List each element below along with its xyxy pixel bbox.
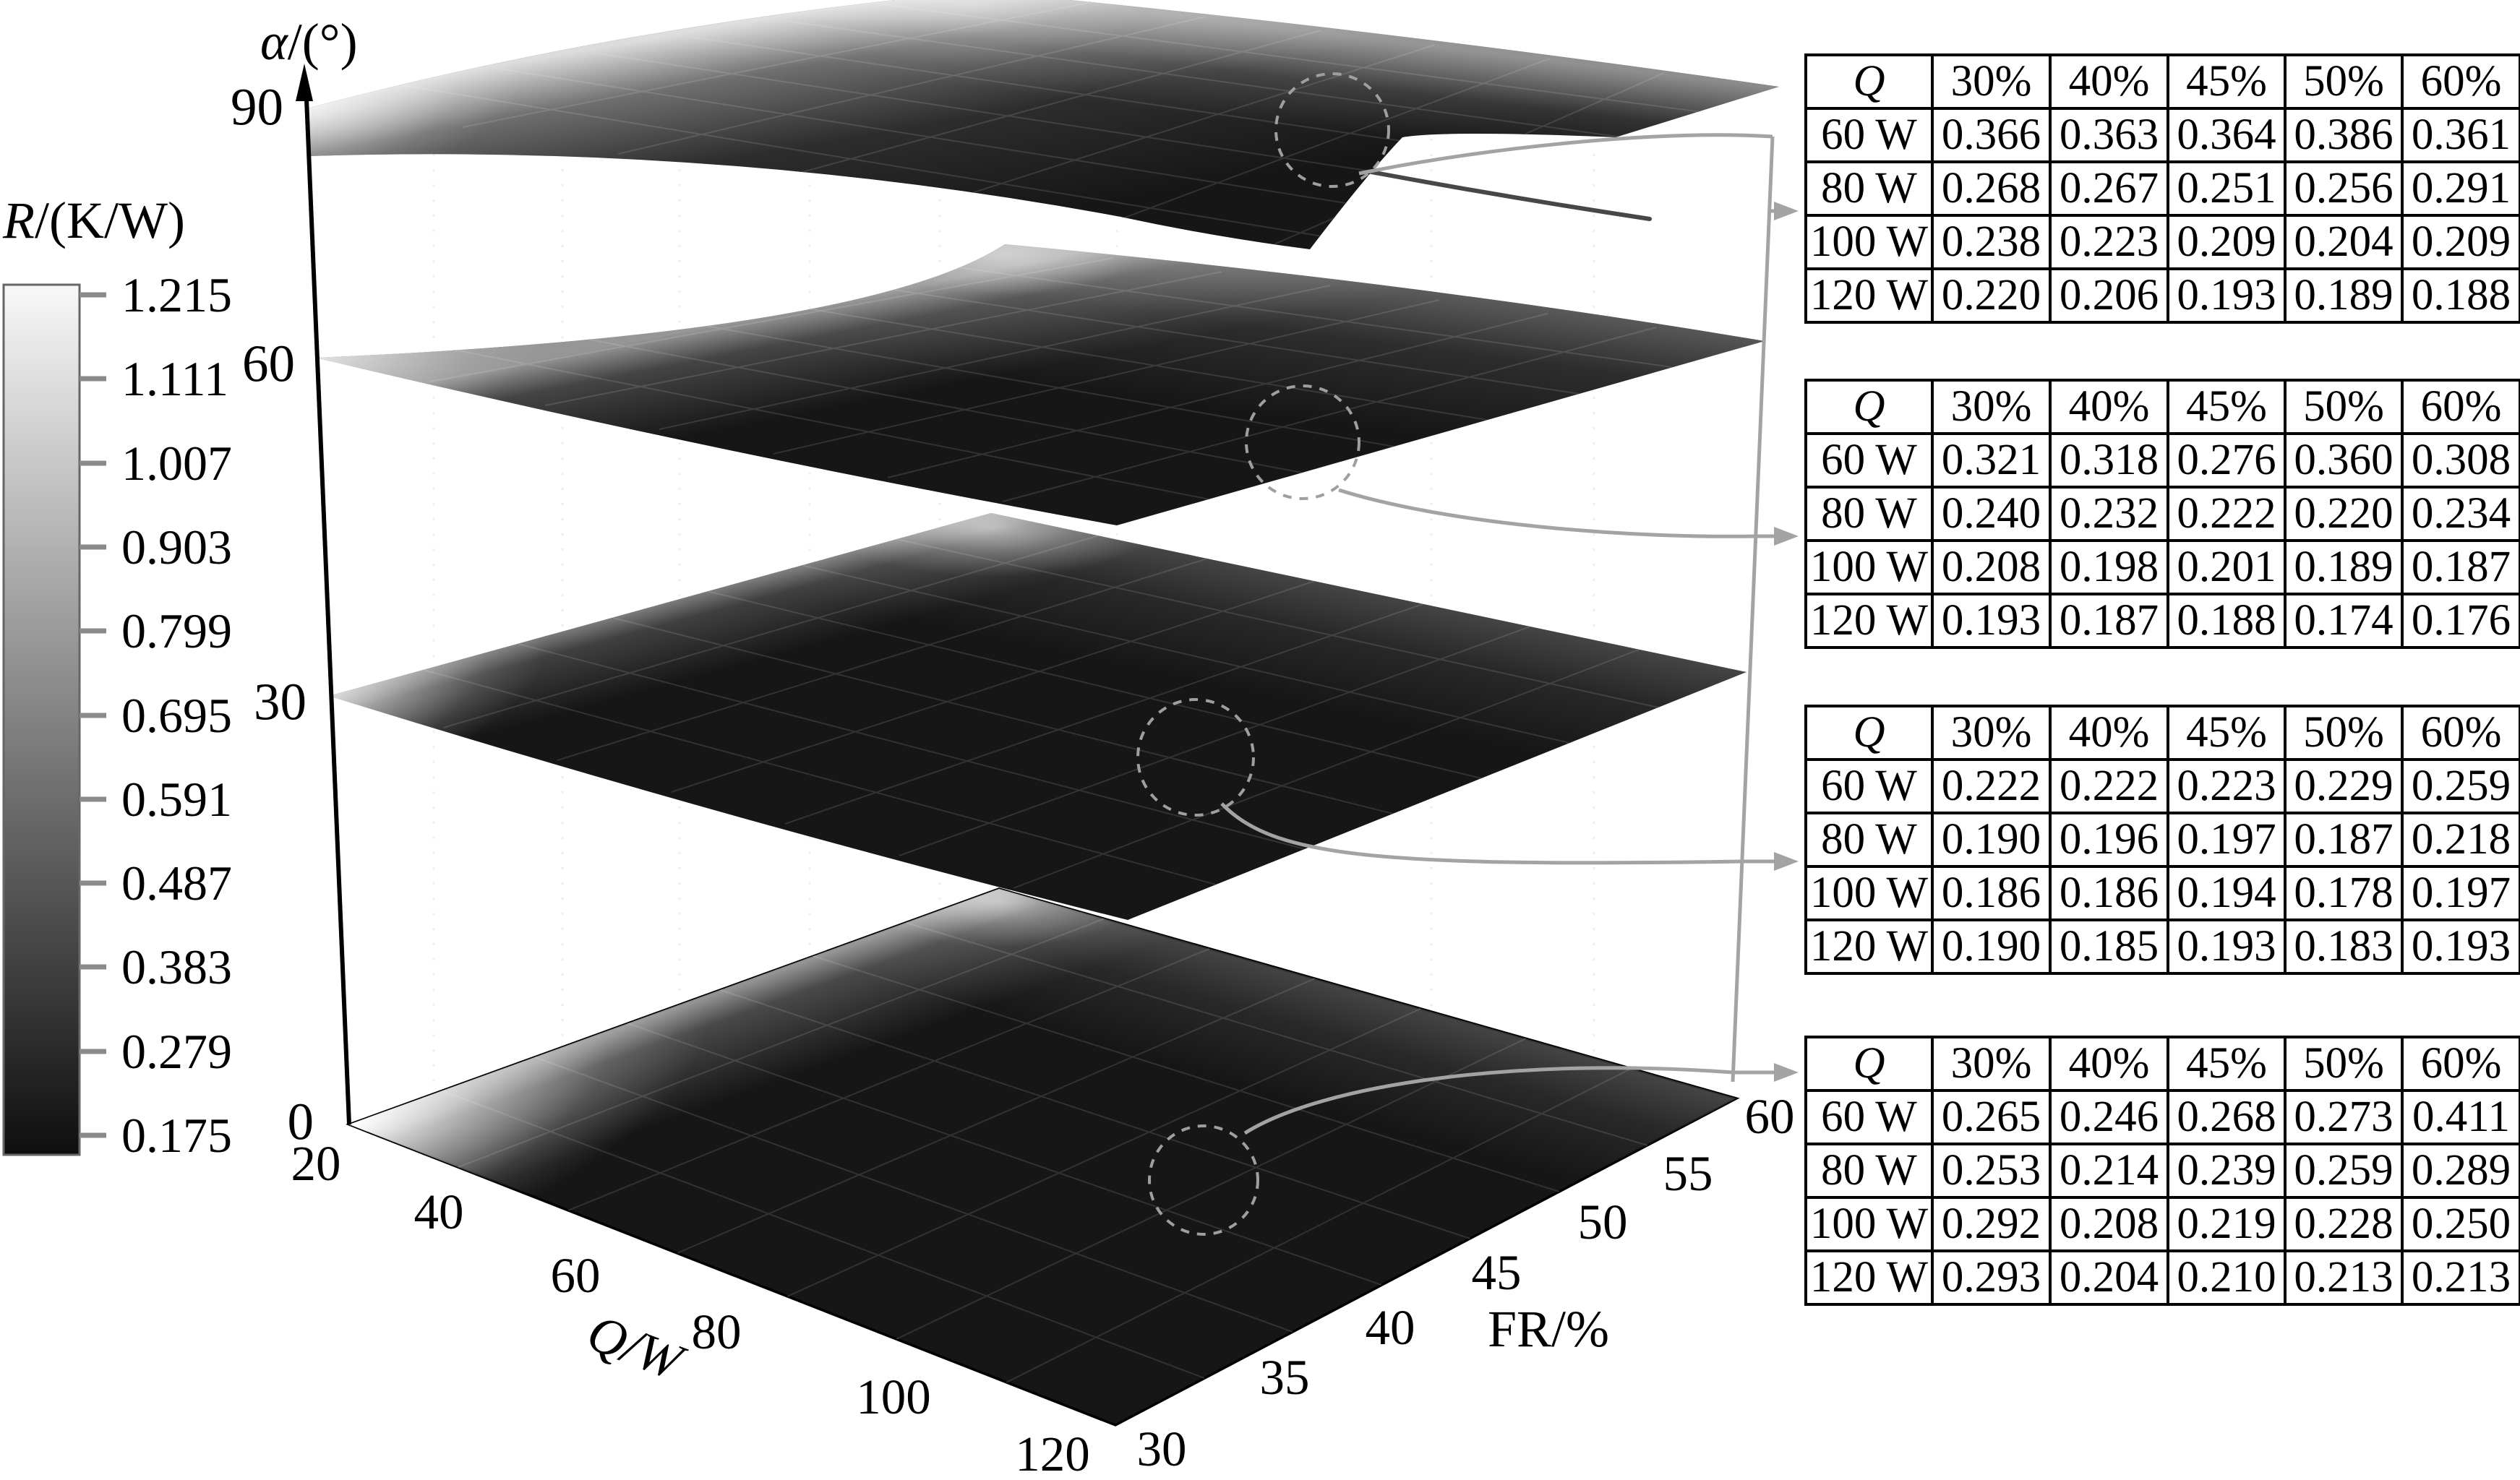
svg-text:45: 45	[1472, 1245, 1522, 1300]
svg-text:90: 90	[231, 78, 283, 137]
svg-text:0.903: 0.903	[121, 520, 232, 575]
svg-text:30: 30	[254, 673, 307, 731]
svg-text:0.591: 0.591	[121, 772, 232, 827]
svg-text:35: 35	[1260, 1350, 1310, 1405]
svg-text:60: 60	[551, 1248, 601, 1303]
svg-text:0.383: 0.383	[121, 939, 232, 994]
svg-text:20: 20	[291, 1136, 341, 1191]
svg-text:Q/W: Q/W	[580, 1303, 693, 1393]
svg-text:FR/%: FR/%	[1488, 1300, 1609, 1358]
svg-text:30: 30	[1137, 1421, 1187, 1476]
svg-text:120: 120	[1015, 1427, 1090, 1480]
svg-text:40: 40	[1366, 1300, 1415, 1355]
svg-text:0.487: 0.487	[121, 856, 232, 911]
svg-text:80: 80	[692, 1304, 742, 1359]
svg-text:55: 55	[1663, 1146, 1713, 1201]
svg-text:0.175: 0.175	[121, 1108, 232, 1163]
svg-text:0.799: 0.799	[121, 603, 232, 658]
svg-text:50: 50	[1578, 1195, 1628, 1249]
svg-text:0: 0	[288, 1093, 314, 1151]
svg-text:60: 60	[242, 335, 295, 393]
svg-text:60: 60	[1745, 1089, 1795, 1144]
svg-text:100: 100	[856, 1369, 931, 1424]
svg-text:1.215: 1.215	[121, 267, 232, 322]
svg-text:40: 40	[414, 1184, 464, 1239]
svg-text:1.111: 1.111	[121, 351, 228, 406]
svg-text:R/(K/W): R/(K/W)	[2, 192, 185, 249]
svg-text:1.007: 1.007	[121, 436, 232, 491]
svg-text:α/(°): α/(°)	[260, 13, 358, 71]
svg-text:0.279: 0.279	[121, 1024, 232, 1079]
svg-text:0.695: 0.695	[121, 688, 232, 743]
